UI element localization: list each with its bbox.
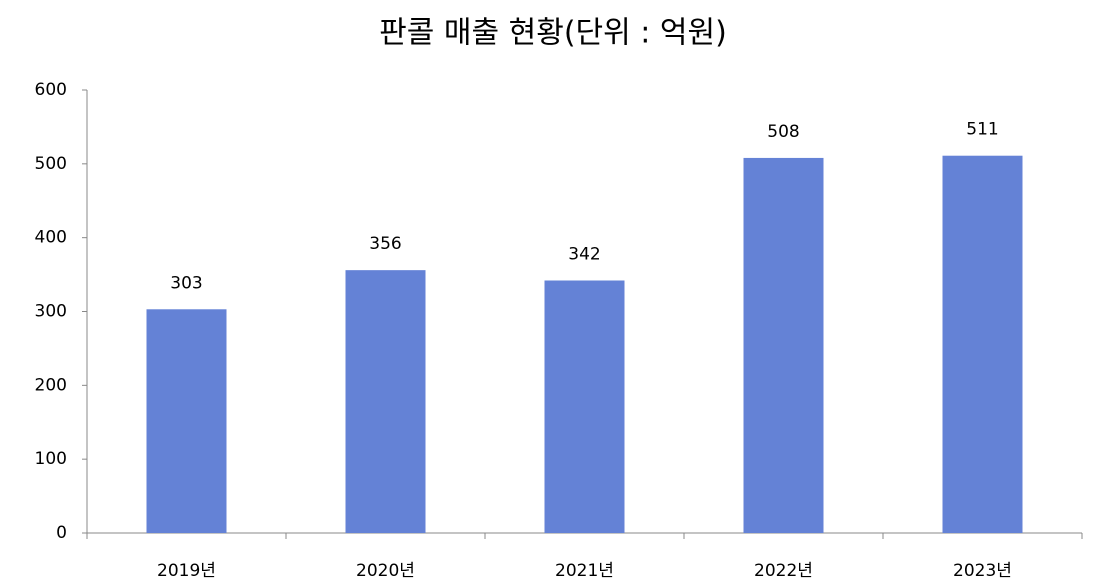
x-tick-label: 2023년 — [953, 561, 1012, 581]
x-tick-label: 2021년 — [555, 561, 614, 581]
x-tick-label: 2019년 — [157, 561, 216, 581]
y-tick-label: 300 — [35, 302, 67, 322]
y-tick-label: 200 — [35, 375, 67, 395]
y-tick-label: 500 — [35, 154, 67, 174]
chart-title: 판콜 매출 현황(단위 : 억원) — [379, 16, 727, 51]
y-tick-label: 600 — [35, 80, 67, 100]
y-tick-label: 0 — [56, 523, 67, 543]
bar — [146, 309, 227, 533]
bar — [345, 270, 426, 533]
bar — [544, 280, 625, 533]
x-tick-label: 2022년 — [754, 561, 813, 581]
data-label: 356 — [369, 234, 401, 254]
bar — [743, 157, 824, 533]
bar — [942, 155, 1023, 533]
data-label: 511 — [966, 120, 998, 140]
x-tick-label: 2020년 — [356, 561, 415, 581]
y-tick-label: 100 — [35, 449, 67, 469]
data-label: 508 — [767, 122, 799, 142]
y-tick-label: 400 — [35, 228, 67, 248]
data-label: 342 — [568, 244, 600, 264]
data-label: 303 — [170, 273, 202, 293]
